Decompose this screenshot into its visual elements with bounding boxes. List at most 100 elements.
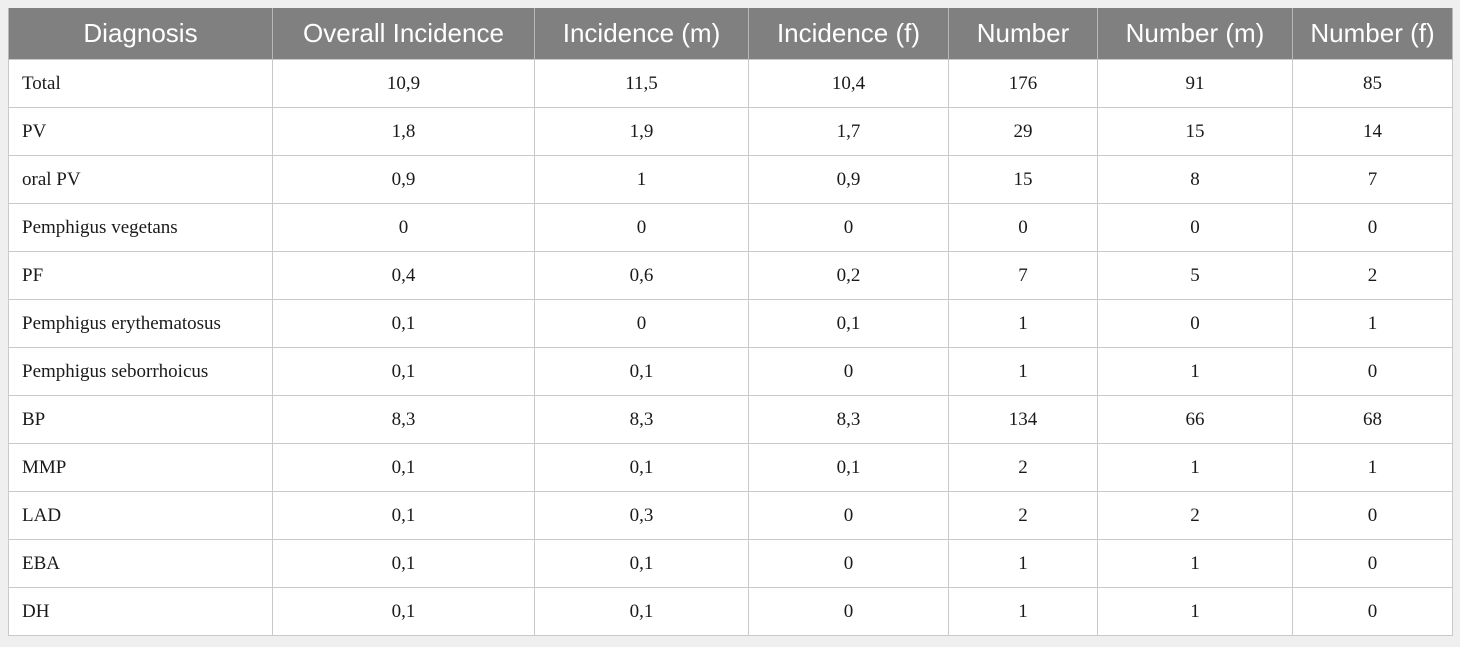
cell-overall-incidence: 0,1: [272, 491, 535, 540]
table-row: PF 0,4 0,6 0,2 7 5 2: [8, 251, 1453, 300]
table-row: BP 8,3 8,3 8,3 134 66 68: [8, 395, 1453, 444]
cell-diagnosis: PF: [8, 251, 273, 300]
cell-overall-incidence: 0,1: [272, 587, 535, 636]
cell-overall-incidence: 0,1: [272, 347, 535, 396]
table-row: MMP 0,1 0,1 0,1 2 1 1: [8, 443, 1453, 492]
table-row: LAD 0,1 0,3 0 2 2 0: [8, 491, 1453, 540]
cell-diagnosis: PV: [8, 107, 273, 156]
cell-number-m: 0: [1097, 299, 1293, 348]
table-row: EBA 0,1 0,1 0 1 1 0: [8, 539, 1453, 588]
cell-incidence-f: 0,9: [748, 155, 949, 204]
cell-incidence-f: 1,7: [748, 107, 949, 156]
cell-number-f: 1: [1292, 443, 1453, 492]
header-overall-incidence: Overall Incidence: [272, 8, 535, 60]
cell-number-m: 1: [1097, 443, 1293, 492]
cell-overall-incidence: 0: [272, 203, 535, 252]
table-header: Diagnosis Overall Incidence Incidence (m…: [8, 8, 1453, 60]
cell-incidence-m: 1,9: [534, 107, 749, 156]
cell-number-m: 1: [1097, 347, 1293, 396]
cell-number: 176: [948, 59, 1098, 108]
table-row: Pemphigus seborrhoicus 0,1 0,1 0 1 1 0: [8, 347, 1453, 396]
cell-number-f: 7: [1292, 155, 1453, 204]
cell-incidence-m: 0: [534, 299, 749, 348]
header-number: Number: [948, 8, 1098, 60]
cell-number: 29: [948, 107, 1098, 156]
cell-diagnosis: EBA: [8, 539, 273, 588]
header-row: Diagnosis Overall Incidence Incidence (m…: [8, 8, 1453, 60]
cell-overall-incidence: 10,9: [272, 59, 535, 108]
cell-diagnosis: Pemphigus seborrhoicus: [8, 347, 273, 396]
cell-number-m: 0: [1097, 203, 1293, 252]
cell-number: 15: [948, 155, 1098, 204]
cell-diagnosis: DH: [8, 587, 273, 636]
cell-number-m: 2: [1097, 491, 1293, 540]
cell-diagnosis: BP: [8, 395, 273, 444]
cell-incidence-m: 0: [534, 203, 749, 252]
cell-incidence-f: 8,3: [748, 395, 949, 444]
table-row: PV 1,8 1,9 1,7 29 15 14: [8, 107, 1453, 156]
cell-incidence-f: 10,4: [748, 59, 949, 108]
cell-overall-incidence: 0,1: [272, 299, 535, 348]
cell-overall-incidence: 0,4: [272, 251, 535, 300]
cell-diagnosis: Pemphigus erythematosus: [8, 299, 273, 348]
cell-incidence-f: 0: [748, 203, 949, 252]
table-body: Total 10,9 11,5 10,4 176 91 85 PV 1,8 1,9 1,7 29 15 1…: [8, 59, 1453, 636]
header-number-f: Number (f): [1292, 8, 1453, 60]
table-row: Pemphigus erythematosus 0,1 0 0,1 1 0 1: [8, 299, 1453, 348]
cell-diagnosis: Pemphigus vegetans: [8, 203, 273, 252]
cell-incidence-f: 0,2: [748, 251, 949, 300]
cell-number: 1: [948, 299, 1098, 348]
cell-incidence-f: 0: [748, 539, 949, 588]
cell-number-f: 0: [1292, 347, 1453, 396]
incidence-table: Diagnosis Overall Incidence Incidence (m…: [8, 8, 1453, 636]
cell-number: 0: [948, 203, 1098, 252]
cell-diagnosis: LAD: [8, 491, 273, 540]
cell-number-m: 15: [1097, 107, 1293, 156]
cell-number-m: 91: [1097, 59, 1293, 108]
cell-number-f: 2: [1292, 251, 1453, 300]
cell-overall-incidence: 8,3: [272, 395, 535, 444]
cell-number: 2: [948, 443, 1098, 492]
cell-number-f: 0: [1292, 587, 1453, 636]
cell-overall-incidence: 0,9: [272, 155, 535, 204]
cell-incidence-m: 0,1: [534, 587, 749, 636]
cell-number: 1: [948, 347, 1098, 396]
cell-overall-incidence: 1,8: [272, 107, 535, 156]
cell-incidence-f: 0: [748, 491, 949, 540]
cell-incidence-m: 8,3: [534, 395, 749, 444]
cell-incidence-m: 0,1: [534, 443, 749, 492]
cell-number-f: 0: [1292, 203, 1453, 252]
table-row: DH 0,1 0,1 0 1 1 0: [8, 587, 1453, 636]
cell-overall-incidence: 0,1: [272, 443, 535, 492]
cell-incidence-m: 0,1: [534, 347, 749, 396]
cell-incidence-m: 0,1: [534, 539, 749, 588]
cell-number-f: 0: [1292, 539, 1453, 588]
cell-incidence-m: 0,3: [534, 491, 749, 540]
cell-number: 2: [948, 491, 1098, 540]
header-diagnosis: Diagnosis: [8, 8, 273, 60]
table-row: oral PV 0,9 1 0,9 15 8 7: [8, 155, 1453, 204]
cell-incidence-m: 0,6: [534, 251, 749, 300]
cell-number-f: 85: [1292, 59, 1453, 108]
cell-number-f: 68: [1292, 395, 1453, 444]
cell-number-m: 1: [1097, 539, 1293, 588]
cell-number-m: 5: [1097, 251, 1293, 300]
cell-overall-incidence: 0,1: [272, 539, 535, 588]
cell-diagnosis: Total: [8, 59, 273, 108]
cell-number: 7: [948, 251, 1098, 300]
cell-number: 1: [948, 587, 1098, 636]
cell-incidence-f: 0,1: [748, 443, 949, 492]
cell-incidence-m: 11,5: [534, 59, 749, 108]
cell-number-f: 14: [1292, 107, 1453, 156]
cell-incidence-f: 0: [748, 587, 949, 636]
cell-number-m: 1: [1097, 587, 1293, 636]
header-number-m: Number (m): [1097, 8, 1293, 60]
table-row: Total 10,9 11,5 10,4 176 91 85: [8, 59, 1453, 108]
cell-incidence-f: 0: [748, 347, 949, 396]
cell-number-f: 0: [1292, 491, 1453, 540]
cell-diagnosis: oral PV: [8, 155, 273, 204]
cell-number: 1: [948, 539, 1098, 588]
cell-number-f: 1: [1292, 299, 1453, 348]
cell-diagnosis: MMP: [8, 443, 273, 492]
